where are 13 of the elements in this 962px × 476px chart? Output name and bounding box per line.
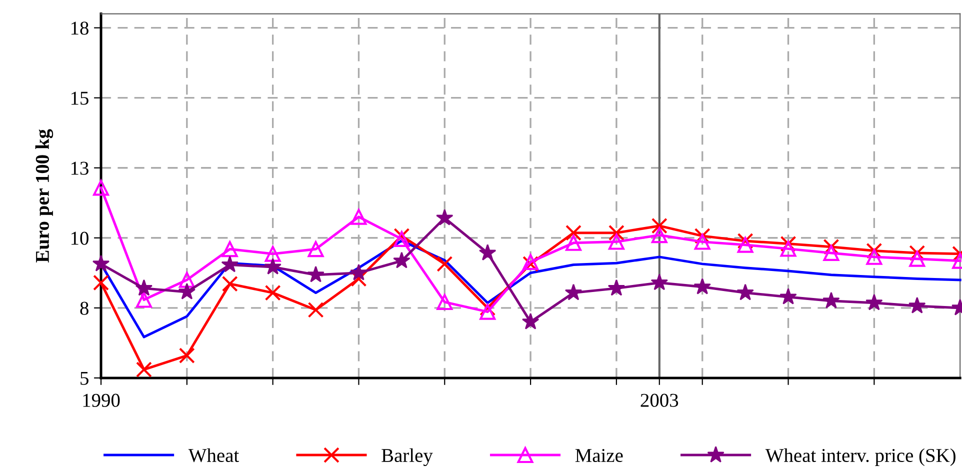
legend-label: Wheat interv. price (SK) xyxy=(765,448,956,466)
legend-label: Maize xyxy=(575,448,623,462)
y-tick-label: 18 xyxy=(71,22,88,35)
x-tick-label: 1990 xyxy=(83,394,120,407)
x-tick-label: 2003 xyxy=(640,394,678,407)
legend-label: Wheat xyxy=(188,448,240,462)
y-tick-label: 5 xyxy=(80,372,88,385)
y-tick-label: 8 xyxy=(80,302,88,315)
y-tick-label: 13 xyxy=(71,162,88,175)
legend-label: Barley xyxy=(382,448,433,466)
y-axis-title: Euro per 100 kg xyxy=(35,129,54,262)
y-tick-label: 15 xyxy=(71,92,88,105)
y-tick-label: 10 xyxy=(71,232,88,245)
